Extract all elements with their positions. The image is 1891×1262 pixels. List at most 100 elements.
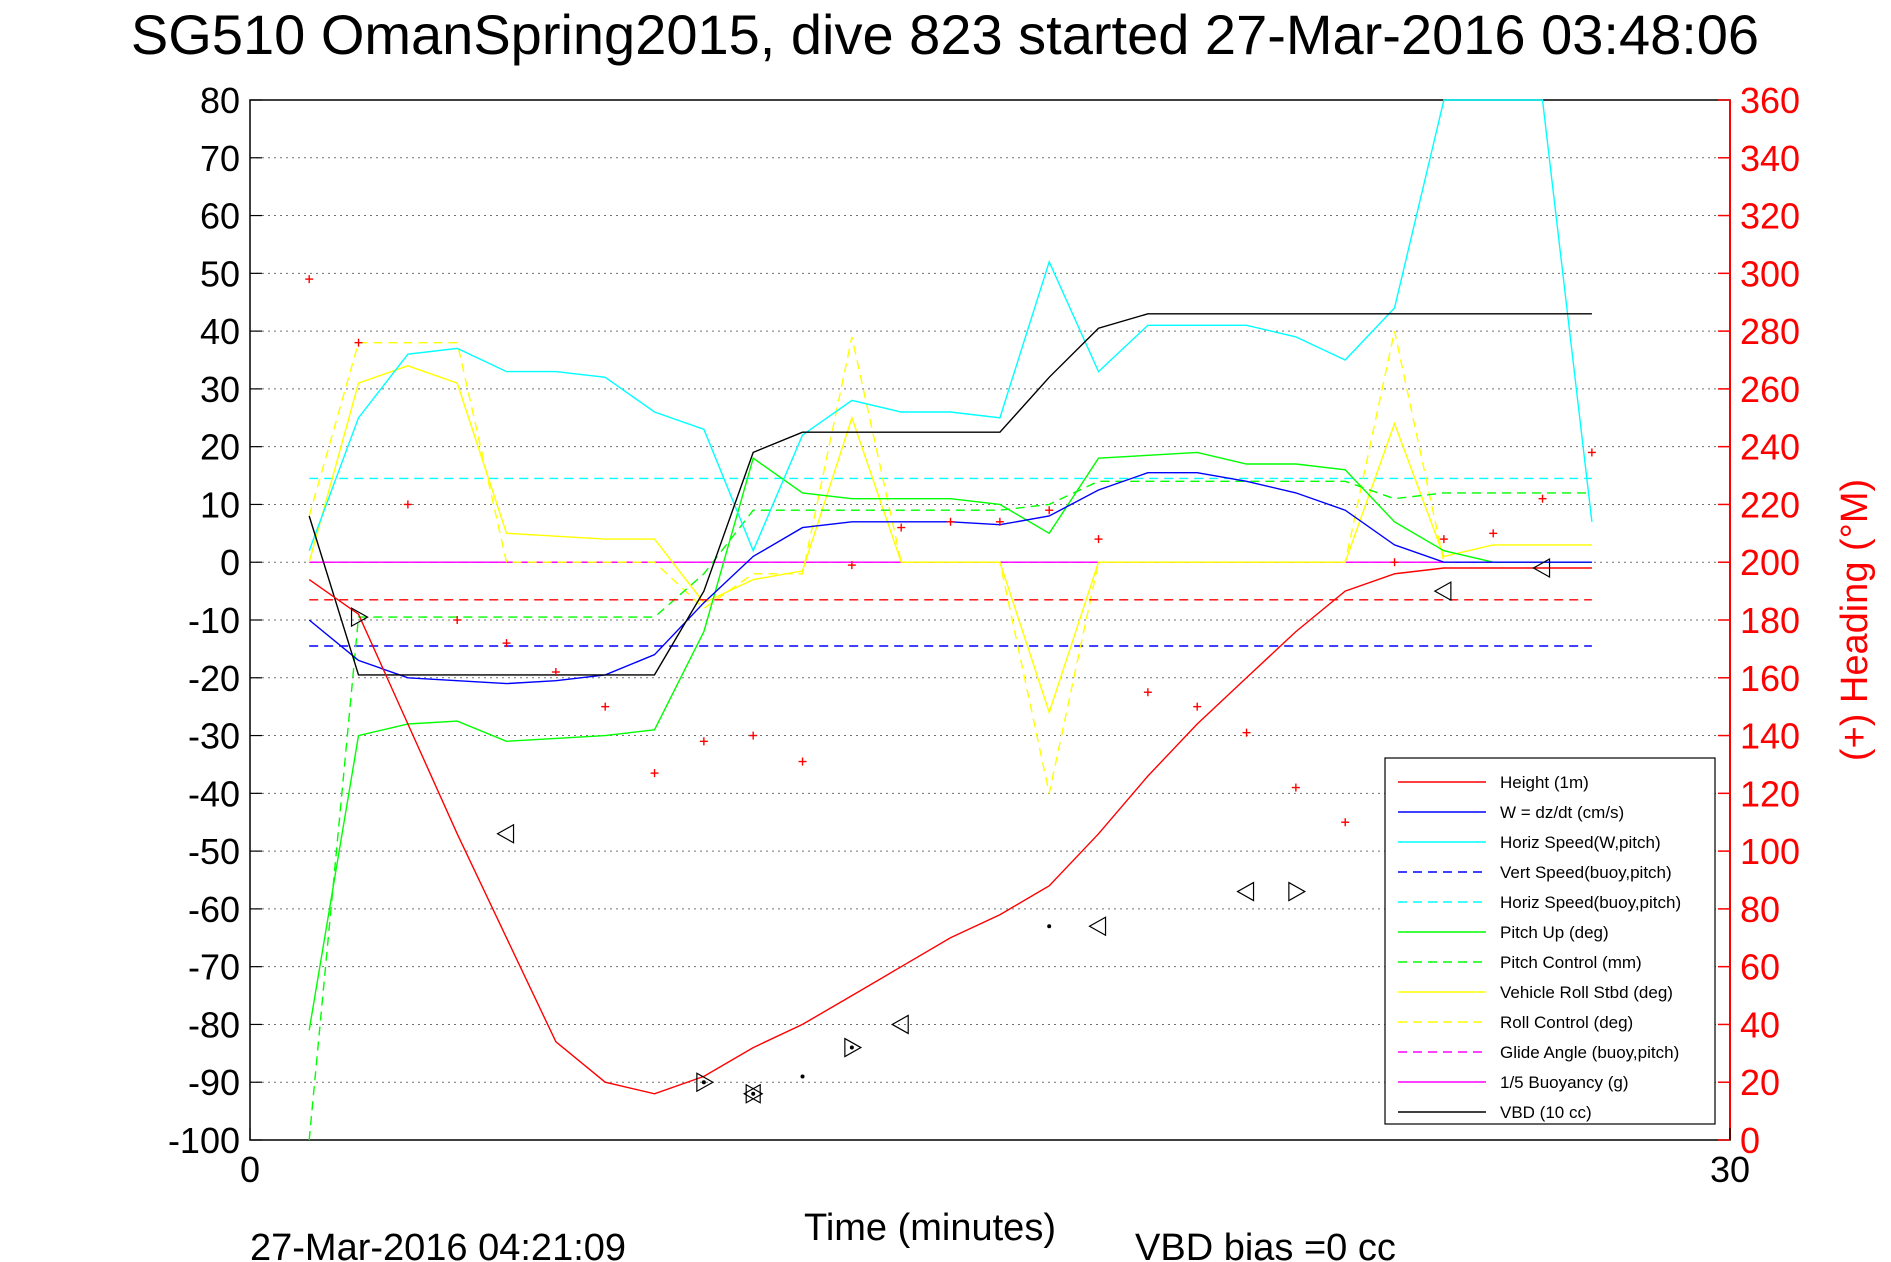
marker-dot (800, 1074, 805, 1079)
y-axis-ticks: 80 70 60 50 40 30 20 10 0 -10 -20 -30 -40 -50 -60 -70 -8… (168, 80, 262, 1161)
legend-item: Horiz Speed(W,pitch) (1398, 833, 1661, 852)
heading-tick-label: 360 (1740, 80, 1800, 121)
heading-tick-label: 40 (1740, 1004, 1780, 1045)
vbd-bias-label: VBD bias =0 cc (1135, 1227, 1396, 1262)
series-layer (308, 99, 1593, 1141)
heading-point (1193, 702, 1202, 711)
series-line-vbd-10-cc (308, 313, 1592, 676)
legend-item: Pitch Control (mm) (1398, 953, 1642, 972)
legend-item: Horiz Speed(buoy,pitch) (1398, 893, 1681, 912)
chart-title: SG510 OmanSpring2015, dive 823 started 2… (131, 3, 1759, 66)
x-axis-label: Time (minutes) (804, 1207, 1056, 1249)
legend-item: Height (1m) (1398, 773, 1589, 792)
marker-triangle-left (1088, 916, 1107, 937)
y-tick-label: -100 (168, 1120, 240, 1161)
y-tick-label: 40 (200, 311, 240, 352)
y-tick-label: -90 (188, 1062, 240, 1103)
marker-triangle-right (350, 607, 369, 628)
heading-tick-label: 160 (1740, 658, 1800, 699)
heading-point (1143, 688, 1152, 697)
marker-dot (849, 1045, 854, 1050)
heading-tick-label: 120 (1740, 773, 1800, 814)
y-tick-label: -70 (188, 947, 240, 988)
y-tick-label: -80 (188, 1004, 240, 1045)
marker-triangle-right (844, 1037, 863, 1058)
heading-point (699, 737, 708, 746)
heading-point (847, 561, 856, 570)
y-tick-label: -40 (188, 773, 240, 814)
grid-lines (250, 157, 1730, 1083)
series-line-roll-control-deg (308, 330, 1592, 794)
legend-item: Vert Speed(buoy,pitch) (1398, 863, 1672, 882)
marker-triangle-left (1433, 581, 1452, 602)
y-tick-label: 0 (220, 542, 240, 583)
heading-point (798, 757, 807, 766)
heading-point (1341, 818, 1350, 827)
legend-label: Horiz Speed(W,pitch) (1500, 833, 1661, 852)
legend-box (1384, 757, 1716, 1125)
heading-tick-label: 340 (1740, 138, 1800, 179)
series-line-pitch-up-deg (308, 451, 1592, 1031)
heading-point (1538, 494, 1547, 503)
marker-triangle-right (1288, 881, 1307, 902)
heading-point (502, 639, 511, 648)
legend: Height (1m) W = dz/dt (cm/s) Horiz Speed(W… (1384, 757, 1716, 1125)
heading-point (354, 338, 363, 347)
heading-point (1489, 529, 1498, 538)
series-line-horiz-speed-w-pitch (308, 99, 1593, 553)
marker-dot (1047, 924, 1052, 929)
y-tick-label: -50 (188, 831, 240, 872)
heading-point (551, 668, 560, 676)
marker-triangle-right (696, 1072, 715, 1093)
marker-layer (305, 275, 1596, 1104)
heading-point (897, 523, 906, 532)
legend-item: Roll Control (deg) (1398, 1013, 1633, 1032)
legend-label: Roll Control (deg) (1500, 1013, 1633, 1032)
heading-point (403, 500, 412, 509)
legend-label: 1/5 Buoyancy (g) (1500, 1073, 1629, 1092)
marker-triangle-left (1236, 881, 1255, 902)
legend-item: Pitch Up (deg) (1398, 923, 1609, 942)
marker-triangle-left (1532, 557, 1551, 579)
legend-item: W = dz/dt (cm/s) (1398, 803, 1624, 822)
heading-tick-label: 140 (1740, 716, 1800, 757)
heading-axis-ticks: 3603403203002802602402202001801601401201… (1718, 80, 1800, 1161)
x-tick-label: 0 (240, 1149, 260, 1190)
legend-item: 1/5 Buoyancy (g) (1398, 1073, 1629, 1092)
y-tick-label: 50 (200, 253, 240, 294)
heading-point (453, 616, 462, 624)
y-tick-label: -10 (188, 600, 240, 641)
legend-item: Vehicle Roll Stbd (deg) (1398, 983, 1673, 1002)
heading-tick-label: 300 (1740, 253, 1800, 294)
y-tick-label: 80 (200, 80, 240, 121)
legend-label: W = dz/dt (cm/s) (1500, 803, 1624, 822)
heading-tick-label: 260 (1740, 369, 1800, 410)
legend-label: Pitch Control (mm) (1500, 953, 1642, 972)
heading-tick-label: 280 (1740, 311, 1800, 352)
heading-point (1587, 448, 1596, 457)
heading-point (749, 731, 758, 740)
y-tick-label: 20 (200, 427, 240, 468)
marker-triangle-left (496, 823, 515, 844)
heading-point (650, 769, 659, 778)
heading-point (305, 275, 314, 284)
legend-item: Glide Angle (buoy,pitch) (1398, 1043, 1679, 1062)
legend-label: Vehicle Roll Stbd (deg) (1500, 983, 1673, 1002)
heading-point (995, 517, 1004, 526)
marker-dot (751, 1091, 756, 1096)
legend-label: Vert Speed(buoy,pitch) (1500, 863, 1672, 882)
legend-label: Height (1m) (1500, 773, 1589, 792)
heading-point (1439, 535, 1448, 544)
heading-tick-label: 220 (1740, 484, 1800, 525)
heading-tick-label: 240 (1740, 427, 1800, 468)
end-timestamp: 27-Mar-2016 04:21:09 (250, 1227, 626, 1262)
marker-triangle-right (745, 1083, 764, 1104)
heading-tick-label: 180 (1740, 600, 1800, 641)
y-tick-label: 30 (200, 369, 240, 410)
legend-label: Horiz Speed(buoy,pitch) (1500, 893, 1681, 912)
y-tick-label: 70 (200, 138, 240, 179)
y-tick-label: -30 (188, 716, 240, 757)
series-line-height-1m (308, 567, 1592, 1095)
legend-item: VBD (10 cc) (1398, 1103, 1592, 1122)
